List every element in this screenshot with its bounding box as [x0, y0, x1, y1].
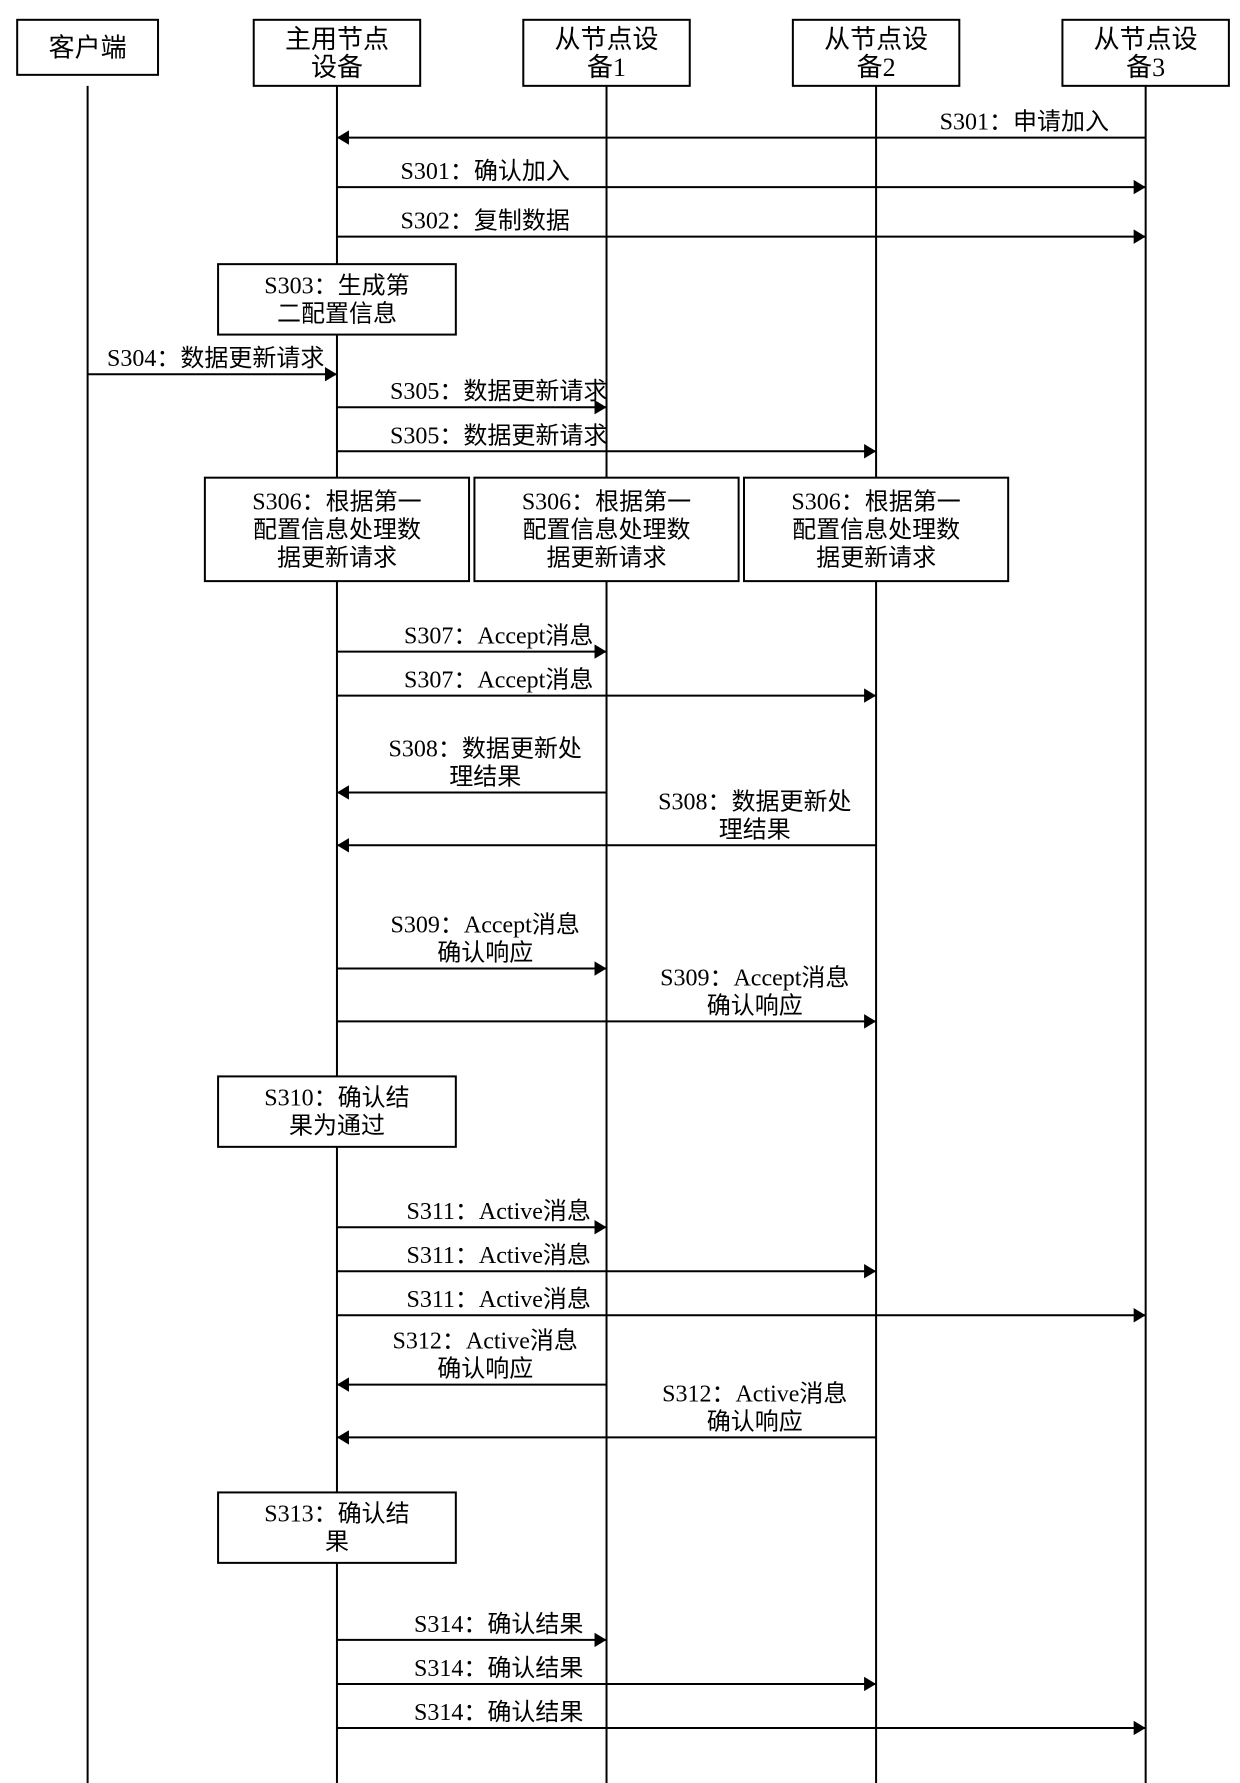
svg-text:S311：Active消息: S311：Active消息 — [406, 1198, 590, 1225]
svg-text:果: 果 — [325, 1530, 349, 1556]
svg-text:S312：Active消息: S312：Active消息 — [393, 1328, 578, 1355]
svg-text:从节点设: 从节点设 — [1094, 25, 1198, 54]
svg-text:S302：复制数据: S302：复制数据 — [401, 208, 570, 235]
svg-text:S305：数据更新请求: S305：数据更新请求 — [390, 422, 607, 449]
svg-text:主用节点: 主用节点 — [285, 25, 389, 54]
svg-text:S304：数据更新请求: S304：数据更新请求 — [107, 345, 324, 372]
svg-text:理结果: 理结果 — [719, 816, 791, 843]
svg-text:S311：Active消息: S311：Active消息 — [406, 1242, 590, 1269]
svg-text:S303：生成第: S303：生成第 — [264, 272, 409, 299]
svg-text:S305：数据更新请求: S305：数据更新请求 — [390, 378, 607, 405]
svg-text:S309：Accept消息: S309：Accept消息 — [660, 964, 849, 991]
svg-text:S306：根据第一: S306：根据第一 — [791, 488, 960, 515]
svg-text:设备: 设备 — [311, 53, 363, 82]
svg-text:S307：Accept消息: S307：Accept消息 — [404, 667, 593, 694]
svg-text:配置信息处理数: 配置信息处理数 — [253, 516, 421, 543]
svg-text:S314：确认结果: S314：确认结果 — [414, 1699, 583, 1726]
svg-text:客户端: 客户端 — [49, 33, 127, 62]
svg-text:从节点设: 从节点设 — [824, 25, 928, 54]
svg-text:备3: 备3 — [1126, 53, 1165, 82]
svg-text:确认响应: 确认响应 — [437, 940, 533, 967]
svg-text:S313：确认结: S313：确认结 — [264, 1501, 409, 1528]
svg-text:S311：Active消息: S311：Active消息 — [406, 1286, 590, 1313]
svg-text:S309：Accept消息: S309：Accept消息 — [391, 912, 580, 939]
svg-text:S307：Accept消息: S307：Accept消息 — [404, 623, 593, 650]
svg-text:S314：确认结果: S314：确认结果 — [414, 1611, 583, 1638]
svg-text:备2: 备2 — [857, 53, 896, 82]
svg-text:从节点设: 从节点设 — [555, 25, 659, 54]
svg-text:S301：申请加入: S301：申请加入 — [940, 109, 1109, 136]
svg-text:果为通过: 果为通过 — [289, 1113, 385, 1140]
sequence-diagram: 客户端主用节点设备从节点设备1从节点设备2从节点设备3S301：申请加入S301… — [0, 0, 1240, 1783]
svg-text:理结果: 理结果 — [449, 763, 521, 790]
svg-text:确认响应: 确认响应 — [707, 1408, 803, 1435]
svg-text:S312：Active消息: S312：Active消息 — [662, 1380, 847, 1407]
svg-text:备1: 备1 — [587, 53, 626, 82]
svg-text:二配置信息: 二配置信息 — [277, 300, 397, 327]
svg-text:S306：根据第一: S306：根据第一 — [252, 488, 421, 515]
svg-text:据更新请求: 据更新请求 — [547, 544, 667, 571]
svg-text:S308：数据更新处: S308：数据更新处 — [389, 735, 582, 762]
svg-text:据更新请求: 据更新请求 — [277, 544, 397, 571]
svg-text:S308：数据更新处: S308：数据更新处 — [658, 788, 851, 815]
svg-text:据更新请求: 据更新请求 — [816, 544, 936, 571]
svg-text:S301：确认加入: S301：确认加入 — [401, 158, 570, 185]
svg-text:确认响应: 确认响应 — [707, 992, 803, 1019]
svg-text:S314：确认结果: S314：确认结果 — [414, 1655, 583, 1682]
svg-text:S310：确认结: S310：确认结 — [264, 1085, 409, 1112]
svg-text:配置信息处理数: 配置信息处理数 — [523, 516, 691, 543]
svg-text:S306：根据第一: S306：根据第一 — [522, 488, 691, 515]
svg-text:确认响应: 确认响应 — [437, 1356, 533, 1383]
svg-text:配置信息处理数: 配置信息处理数 — [792, 516, 960, 543]
